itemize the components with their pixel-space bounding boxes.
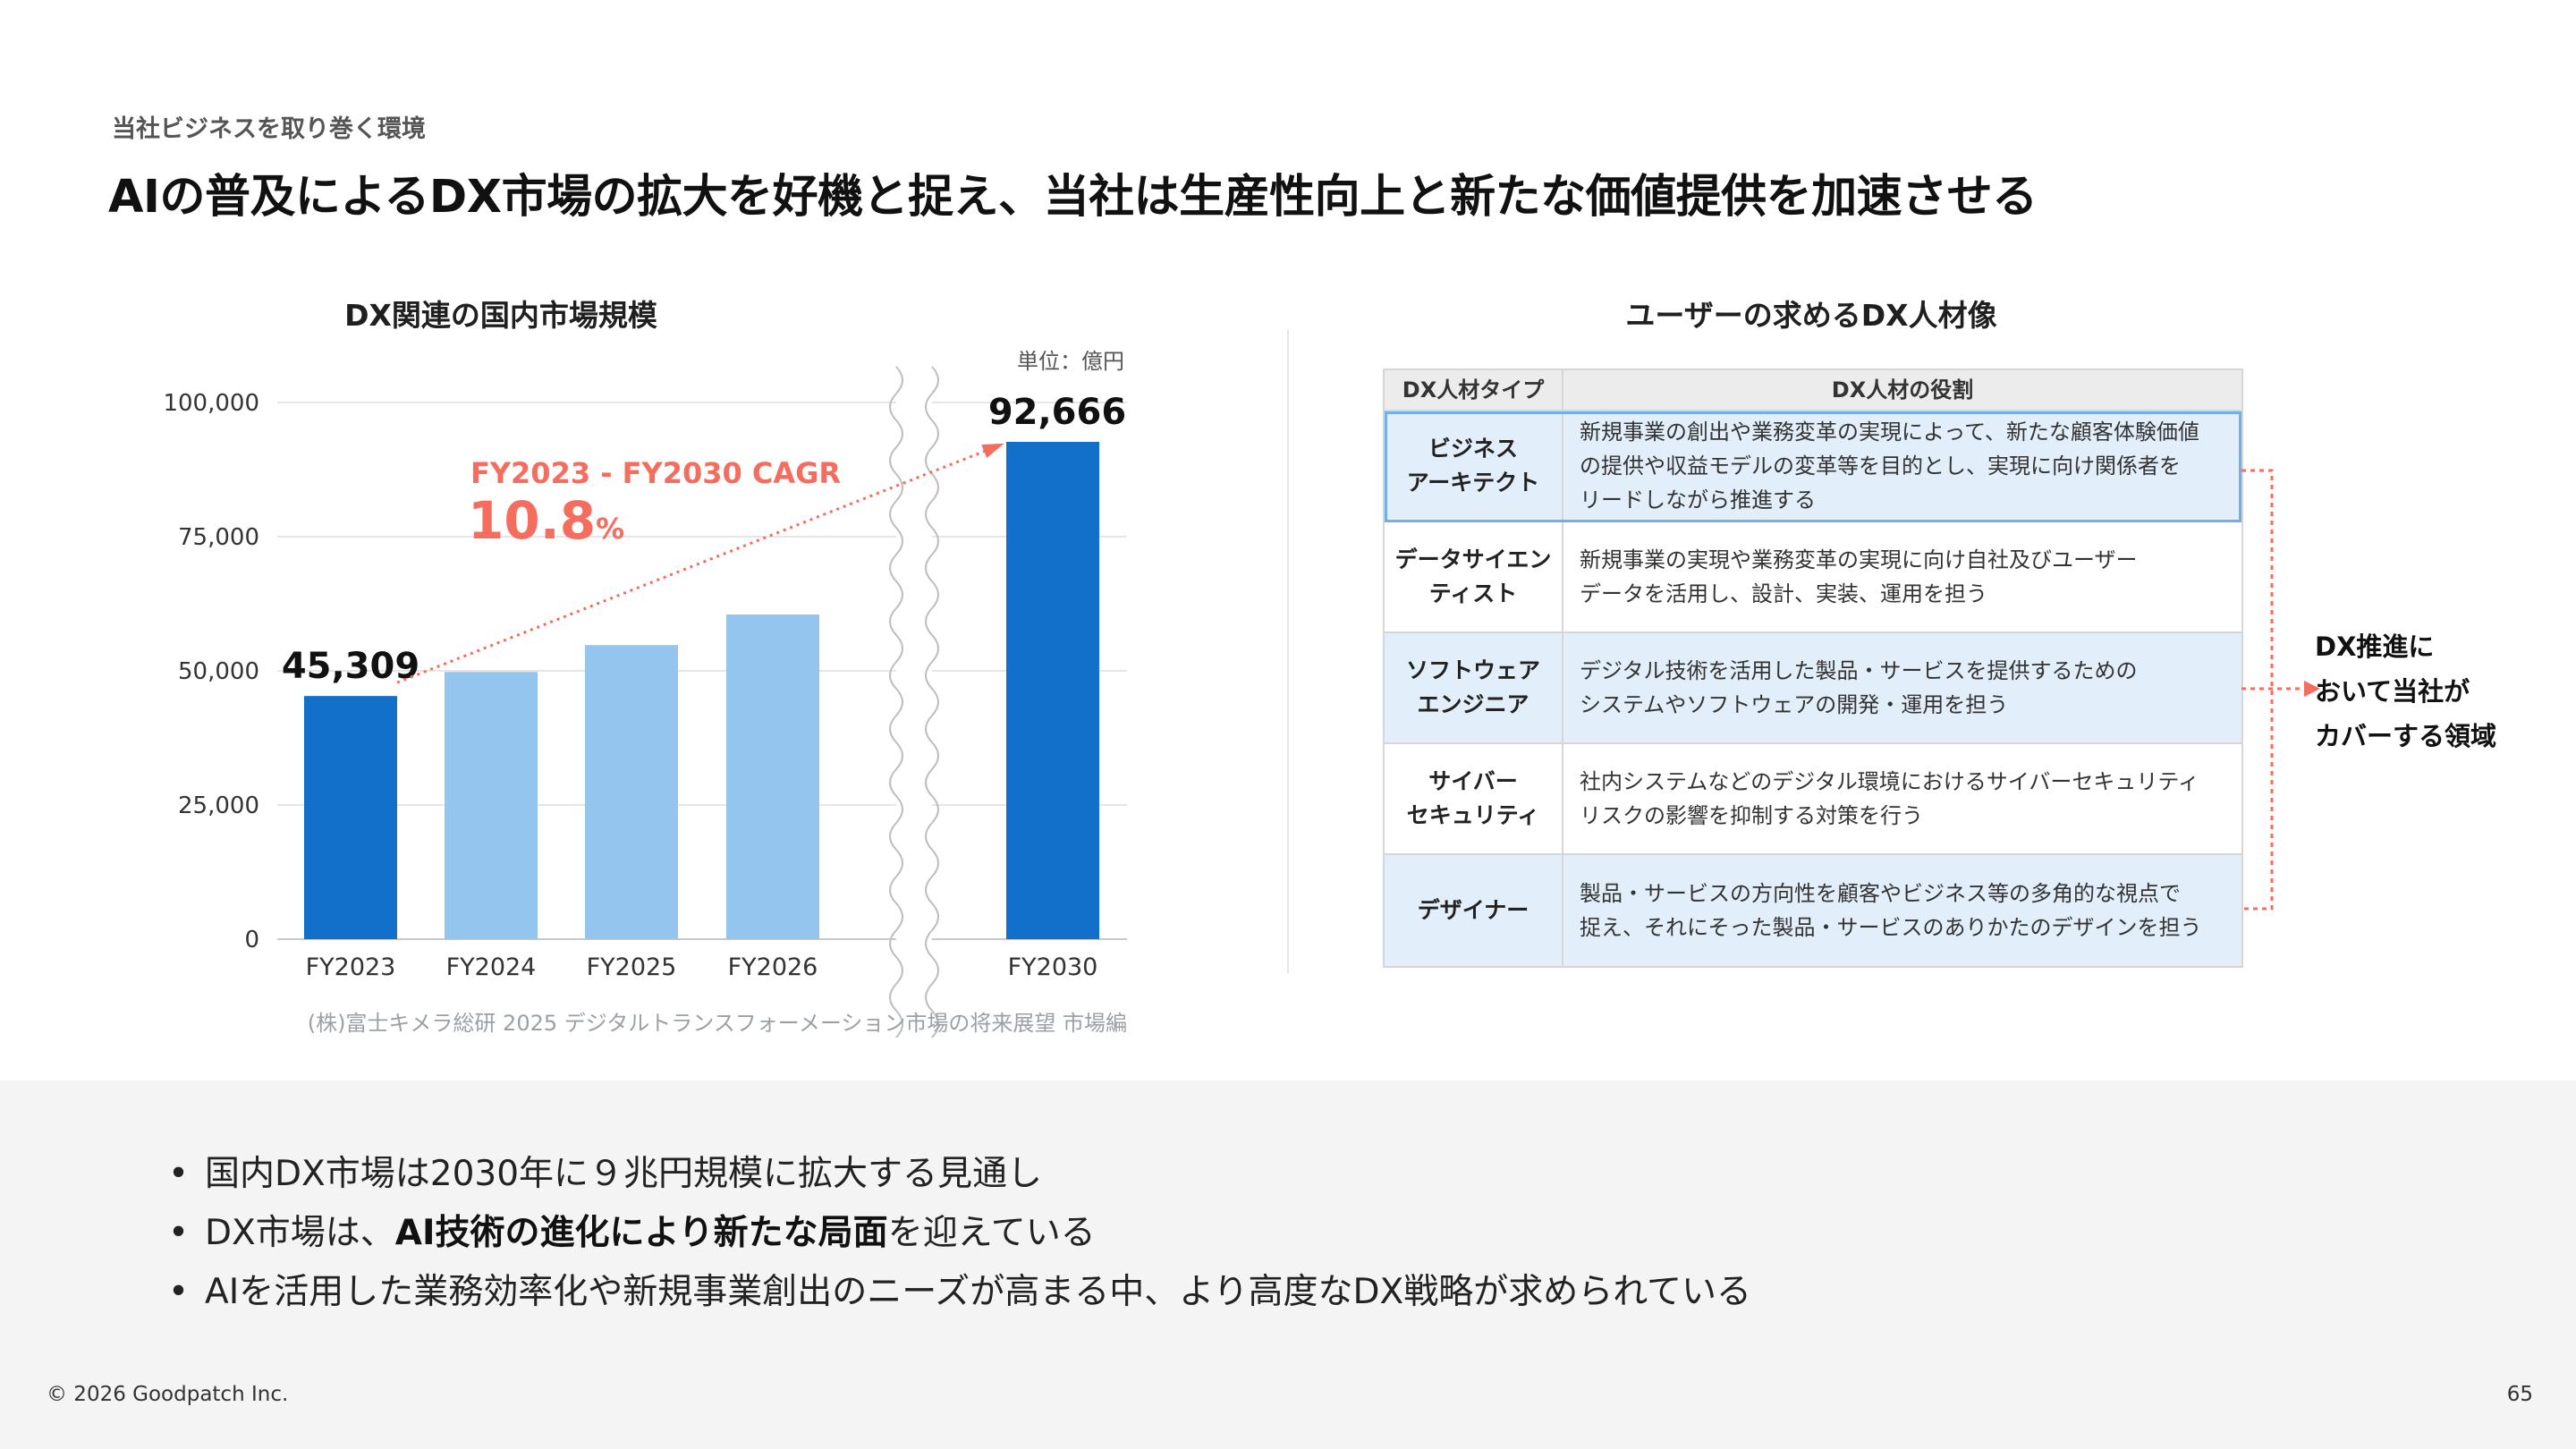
bullet-text: AIを活用した業務効率化や新規事業創出のニーズが高まる中、より高度なDX戦略が求…	[205, 1272, 1752, 1312]
bar	[304, 696, 397, 939]
table-row: デザイナー 製品・サービスの方向性を顧客やビジネス等の多角的な視点で 捉え、それに…	[1385, 855, 2241, 966]
section-divider	[1287, 329, 1289, 973]
talent-type: データサイエン ティスト	[1385, 522, 1563, 631]
page-number: 65	[2506, 1383, 2533, 1406]
y-tick-label: 75,000	[178, 524, 259, 551]
bullet-emphasis: AI技術の進化により新たな局面	[394, 1213, 888, 1253]
chart-source: (株)富士キメラ総研 2025 デジタルトランスフォーメーション市場の将来展望 …	[307, 1011, 1127, 1036]
summary-bullets: 国内DX市場は2030年に９兆円規模に拡大する見通し DX市場は、AI技術の進化に…	[168, 1145, 1751, 1322]
section-kicker: 当社ビジネスを取り巻く環境	[112, 115, 426, 143]
cagr-arrow-line	[396, 444, 1000, 684]
data-label: 45,309	[282, 646, 419, 687]
summary-bullet: 国内DX市場は2030年に９兆円規模に拡大する見通し	[168, 1145, 1751, 1204]
bar	[726, 614, 819, 939]
table-row: ソフトウェア エンジニア デジタル技術を活用した製品・サービスを提供するための シ…	[1385, 633, 2241, 744]
summary-bullet: DX市場は、AI技術の進化により新たな局面を迎えている	[168, 1204, 1751, 1263]
bar	[585, 645, 678, 939]
table-row: データサイエン ティスト 新規事業の実現や業務変革の実現に向け自社及びユーザー デ…	[1385, 522, 2241, 633]
talent-role: 社内システムなどのデジタル環境におけるサイバーセキュリティ リスクの影響を抑制す…	[1580, 769, 2199, 828]
cagr-value: 10.8%	[468, 490, 624, 551]
talent-role: 新規事業の創出や業務変革の実現によって、新たな顧客体験価値 の提供や収益モデルの…	[1580, 419, 2199, 513]
y-tick-label: 25,000	[178, 792, 259, 819]
bullet-text: DX市場は、	[205, 1213, 395, 1253]
x-tick-label: FY2023	[306, 953, 396, 981]
bullet-text: 国内DX市場は2030年に９兆円規模に拡大する見通し	[205, 1154, 1043, 1194]
x-tick-label: FY2026	[728, 953, 818, 981]
talent-type: デザイナー	[1385, 855, 1563, 966]
y-tick-label: 100,000	[163, 390, 259, 417]
x-tick-label: FY2030	[1008, 953, 1098, 981]
page-headline: AIの普及によるDX市場の拡大を好機と捉え、当社は生産性向上と新たな価値提供を加…	[108, 171, 2038, 224]
table-title: ユーザーの求めるDX人材像	[1625, 298, 1997, 333]
market-size-bar-chart: 0 25,000 50,000 75,000 100,000 FY2023 45,309 FY…	[163, 349, 1127, 1038]
bar	[445, 672, 538, 939]
cagr-label: FY2023 - FY2030 CAGR	[470, 456, 841, 490]
chart-title: DX関連の国内市場規模	[344, 298, 657, 333]
y-tick-label: 0	[244, 927, 259, 953]
talent-type: サイバー セキュリティ	[1385, 744, 1563, 853]
table-row: ビジネス アーキテクト 新規事業の創出や業務変革の実現によって、新たな顧客体験価値…	[1385, 411, 2241, 522]
cagr-arrow-head	[981, 443, 1004, 459]
axis-break-line	[925, 366, 939, 1038]
header-role: DX人材の役割	[1831, 377, 1974, 402]
summary-bullet: AIを活用した業務効率化や新規事業創出のニーズが高まる中、より高度なDX戦略が求…	[168, 1263, 1751, 1322]
talent-type: ビジネス アーキテクト	[1385, 411, 1563, 521]
coverage-label: DX推進に おいて当社が カバーする領域	[2315, 631, 2497, 751]
y-tick-label: 50,000	[178, 658, 259, 685]
data-label: 92,666	[988, 392, 1126, 433]
bar	[1006, 442, 1099, 939]
cagr-value-number: 10.8	[468, 490, 596, 551]
table-body: ビジネス アーキテクト 新規事業の創出や業務変革の実現によって、新たな顧客体験価値…	[1385, 411, 2241, 966]
unit-label: 単位：億円	[1017, 349, 1124, 374]
dx-talent-table: DX人材タイプ DX人材の役割 ビジネス アーキテクト 新規事業の創出や業務変革の…	[1383, 369, 2243, 968]
x-tick-label: FY2024	[446, 953, 537, 981]
table-header-row: DX人材タイプ DX人材の役割	[1385, 370, 2241, 411]
axis-break-line	[889, 366, 903, 1038]
talent-type: ソフトウェア エンジニア	[1385, 633, 1563, 742]
talent-role: デジタル技術を活用した製品・サービスを提供するための システムやソフトウェアの開…	[1580, 658, 2138, 717]
header-type: DX人材タイプ	[1385, 370, 1563, 410]
cagr-value-suffix: %	[596, 512, 624, 546]
x-tick-label: FY2025	[587, 953, 677, 981]
table-row: サイバー セキュリティ 社内システムなどのデジタル環境におけるサイバーセキュリティ…	[1385, 744, 2241, 855]
coverage-bracket	[2241, 469, 2320, 911]
talent-role: 製品・サービスの方向性を顧客やビジネス等の多角的な視点で 捉え、それにそった製品…	[1580, 881, 2202, 940]
copyright: © 2026 Goodpatch Inc.	[47, 1383, 289, 1406]
bullet-text: を迎えている	[887, 1213, 1096, 1253]
talent-role: 新規事業の実現や業務変革の実現に向け自社及びユーザー データを活用し、設計、実装…	[1580, 547, 2138, 606]
